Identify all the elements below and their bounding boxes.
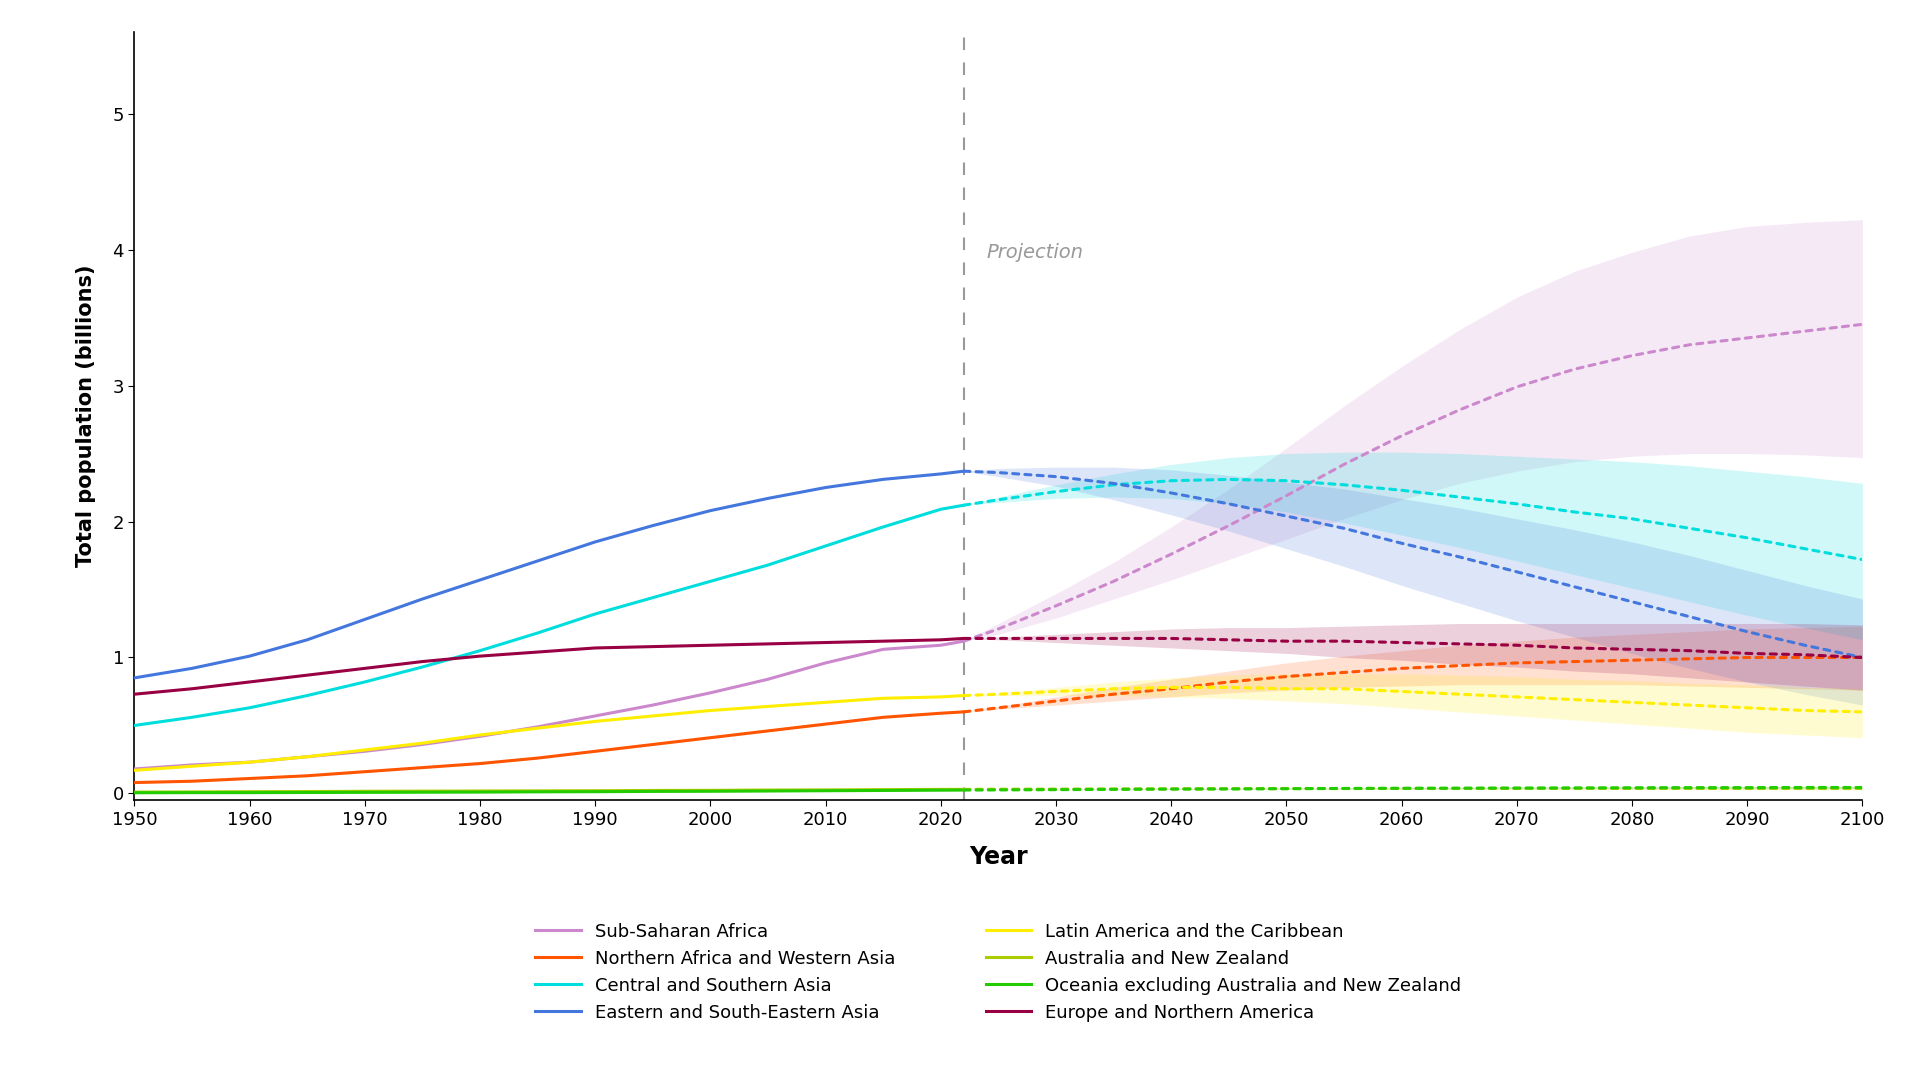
Text: Projection: Projection: [987, 243, 1085, 261]
Legend: Sub-Saharan Africa, Northern Africa and Western Asia, Central and Southern Asia,: Sub-Saharan Africa, Northern Africa and …: [536, 923, 1461, 1022]
X-axis label: Year: Year: [970, 845, 1027, 870]
Y-axis label: Total population (billions): Total population (billions): [75, 265, 96, 568]
